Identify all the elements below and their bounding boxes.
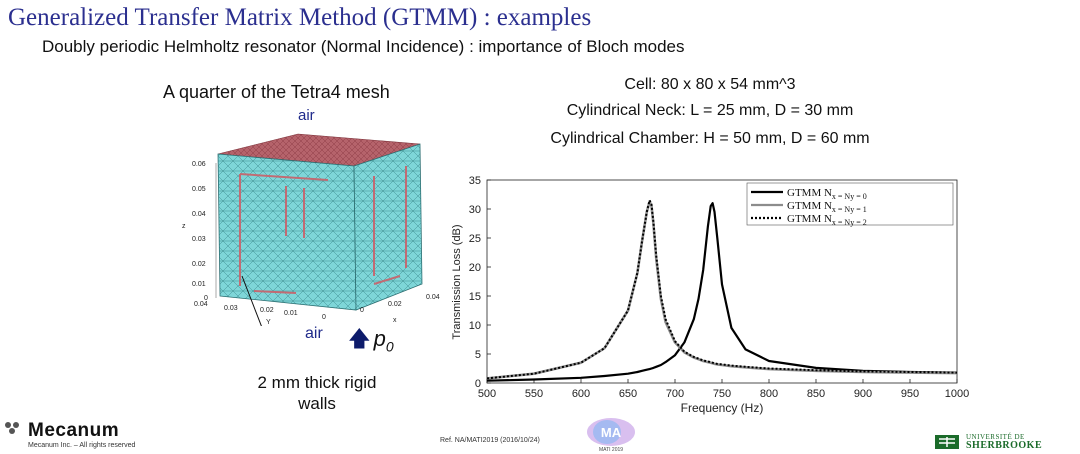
z-tick: 0.02 xyxy=(192,261,206,268)
y-tick: 0.02 xyxy=(260,307,274,314)
z-tick: 0.01 xyxy=(192,281,206,288)
y-tick: 0.03 xyxy=(224,305,238,312)
wall-pointer-line xyxy=(241,275,262,326)
copyright-text: Mecanum Inc. – All rights reserved xyxy=(28,442,136,449)
x-tick-group: 500 550 600 650 700 750 800 850 900 950 1000 xyxy=(478,379,969,400)
mati-logo: MA MATI 2019 xyxy=(587,418,635,453)
z-axis: 0.06 0.05 0.04 0.03 0.02 0.01 0 z xyxy=(182,161,217,302)
param-neck: Cylindrical Neck: L = 25 mm, D = 30 mm xyxy=(566,102,854,119)
legend-entry-2: GTMM Nx = Ny = 2 xyxy=(787,213,867,227)
y-tick-label: 0 xyxy=(475,378,481,390)
y-axis: 0.04 0.03 0.02 0.01 0 Y xyxy=(194,301,326,326)
wall-annotation-line2: walls xyxy=(298,394,336,413)
y-tick-label: 20 xyxy=(469,262,481,274)
slide-subtitle: Doubly periodic Helmholtz resonator (Nor… xyxy=(42,37,685,56)
x-tick-label: 900 xyxy=(854,388,872,400)
x-tick-label: 850 xyxy=(807,388,825,400)
x-axis: 0 0.02 0.04 x xyxy=(360,294,440,324)
z-tick: 0.06 xyxy=(192,161,206,168)
mati-logo-caption: MATI 2019 xyxy=(599,447,623,453)
x-tick-label: 800 xyxy=(760,388,778,400)
reference-text: Ref. NA/MATI2019 (2016/10/24) xyxy=(440,437,540,444)
x-tick-label: 500 xyxy=(478,388,496,400)
up-arrow-icon: 🡅 xyxy=(348,326,371,351)
legend-entry-1: GTMM Nx = Ny = 1 xyxy=(787,200,867,214)
pressure-symbol: p xyxy=(373,326,386,351)
x-tick-label: 650 xyxy=(619,388,637,400)
mesh-side-face xyxy=(353,143,423,311)
incident-pressure-label: 🡅 p0 xyxy=(348,322,394,360)
x-tick: 0.02 xyxy=(388,301,402,308)
z-tick: 0.05 xyxy=(192,186,206,193)
rigid-walls xyxy=(239,166,407,294)
air-bottom-label: air xyxy=(305,325,323,342)
y-tick-label: 10 xyxy=(469,320,481,332)
wall-annotation: 2 mm thick rigid walls xyxy=(222,372,412,414)
x-tick-label: 950 xyxy=(901,388,919,400)
y-tick: 0.01 xyxy=(284,310,298,317)
sherbrooke-logo-icon xyxy=(935,435,959,449)
series-group xyxy=(486,199,958,382)
company-name: Mecanum xyxy=(28,420,120,441)
transmission-loss-chart: 500 550 600 650 700 750 800 850 900 950 1000 0 5 10 1… xyxy=(451,175,969,415)
pressure-subscript: 0 xyxy=(385,338,394,355)
x-tick: 0.04 xyxy=(426,294,440,301)
y-axis-label: Y xyxy=(266,319,271,326)
x-tick-label: 750 xyxy=(713,388,731,400)
x-tick-label: 600 xyxy=(572,388,590,400)
mati-logo-text: MA xyxy=(601,425,622,440)
university-name: SHERBROOKE xyxy=(966,440,1043,451)
mesh-caption: A quarter of the Tetra4 mesh xyxy=(163,82,390,102)
air-top-label: air xyxy=(298,107,315,124)
y-tick-group: 0 5 10 15 20 25 30 35 xyxy=(469,175,491,390)
x-tick-label: 1000 xyxy=(945,388,969,400)
mecanum-logo-icon xyxy=(5,422,19,434)
y-tick: 0.04 xyxy=(194,301,208,308)
y-tick-label: 5 xyxy=(475,349,481,361)
slide-title: Generalized Transfer Matrix Method (GTMM… xyxy=(8,4,592,31)
y-tick-label: 25 xyxy=(469,233,481,245)
y-tick: 0 xyxy=(322,314,326,321)
wall-annotation-line1: 2 mm thick rigid xyxy=(257,373,377,392)
z-tick: 0.04 xyxy=(192,211,206,218)
z-tick: 0.03 xyxy=(192,236,206,243)
x-tick-label: 700 xyxy=(666,388,684,400)
series-line-0 xyxy=(486,202,958,382)
y-tick-label: 30 xyxy=(469,204,481,216)
y-tick-label: 35 xyxy=(469,175,481,187)
param-cell: Cell: 80 x 80 x 54 mm^3 xyxy=(624,76,796,93)
x-tick: 0 xyxy=(360,307,364,314)
series-line-1 xyxy=(486,200,958,380)
legend: GTMM Nx = Ny = 0 GTMM Nx = Ny = 1 GTMM N… xyxy=(746,182,954,227)
y-tick-label: 15 xyxy=(469,291,481,303)
university-label: UNIVERSITÉ DE xyxy=(966,433,1025,441)
y-axis-title: Transmission Loss (dB) xyxy=(451,224,463,339)
x-tick-label: 550 xyxy=(525,388,543,400)
legend-entry-0: GTMM Nx = Ny = 0 xyxy=(787,187,867,201)
tetra-mesh-figure: 0.06 0.05 0.04 0.03 0.02 0.01 0 z 0.04 0… xyxy=(182,133,440,326)
z-tick: 0 xyxy=(204,295,208,302)
z-axis-label: z xyxy=(182,223,186,230)
x-axis-label: x xyxy=(393,317,397,324)
param-chamber: Cylindrical Chamber: H = 50 mm, D = 60 m… xyxy=(550,130,870,147)
x-axis-title: Frequency (Hz) xyxy=(681,401,764,415)
